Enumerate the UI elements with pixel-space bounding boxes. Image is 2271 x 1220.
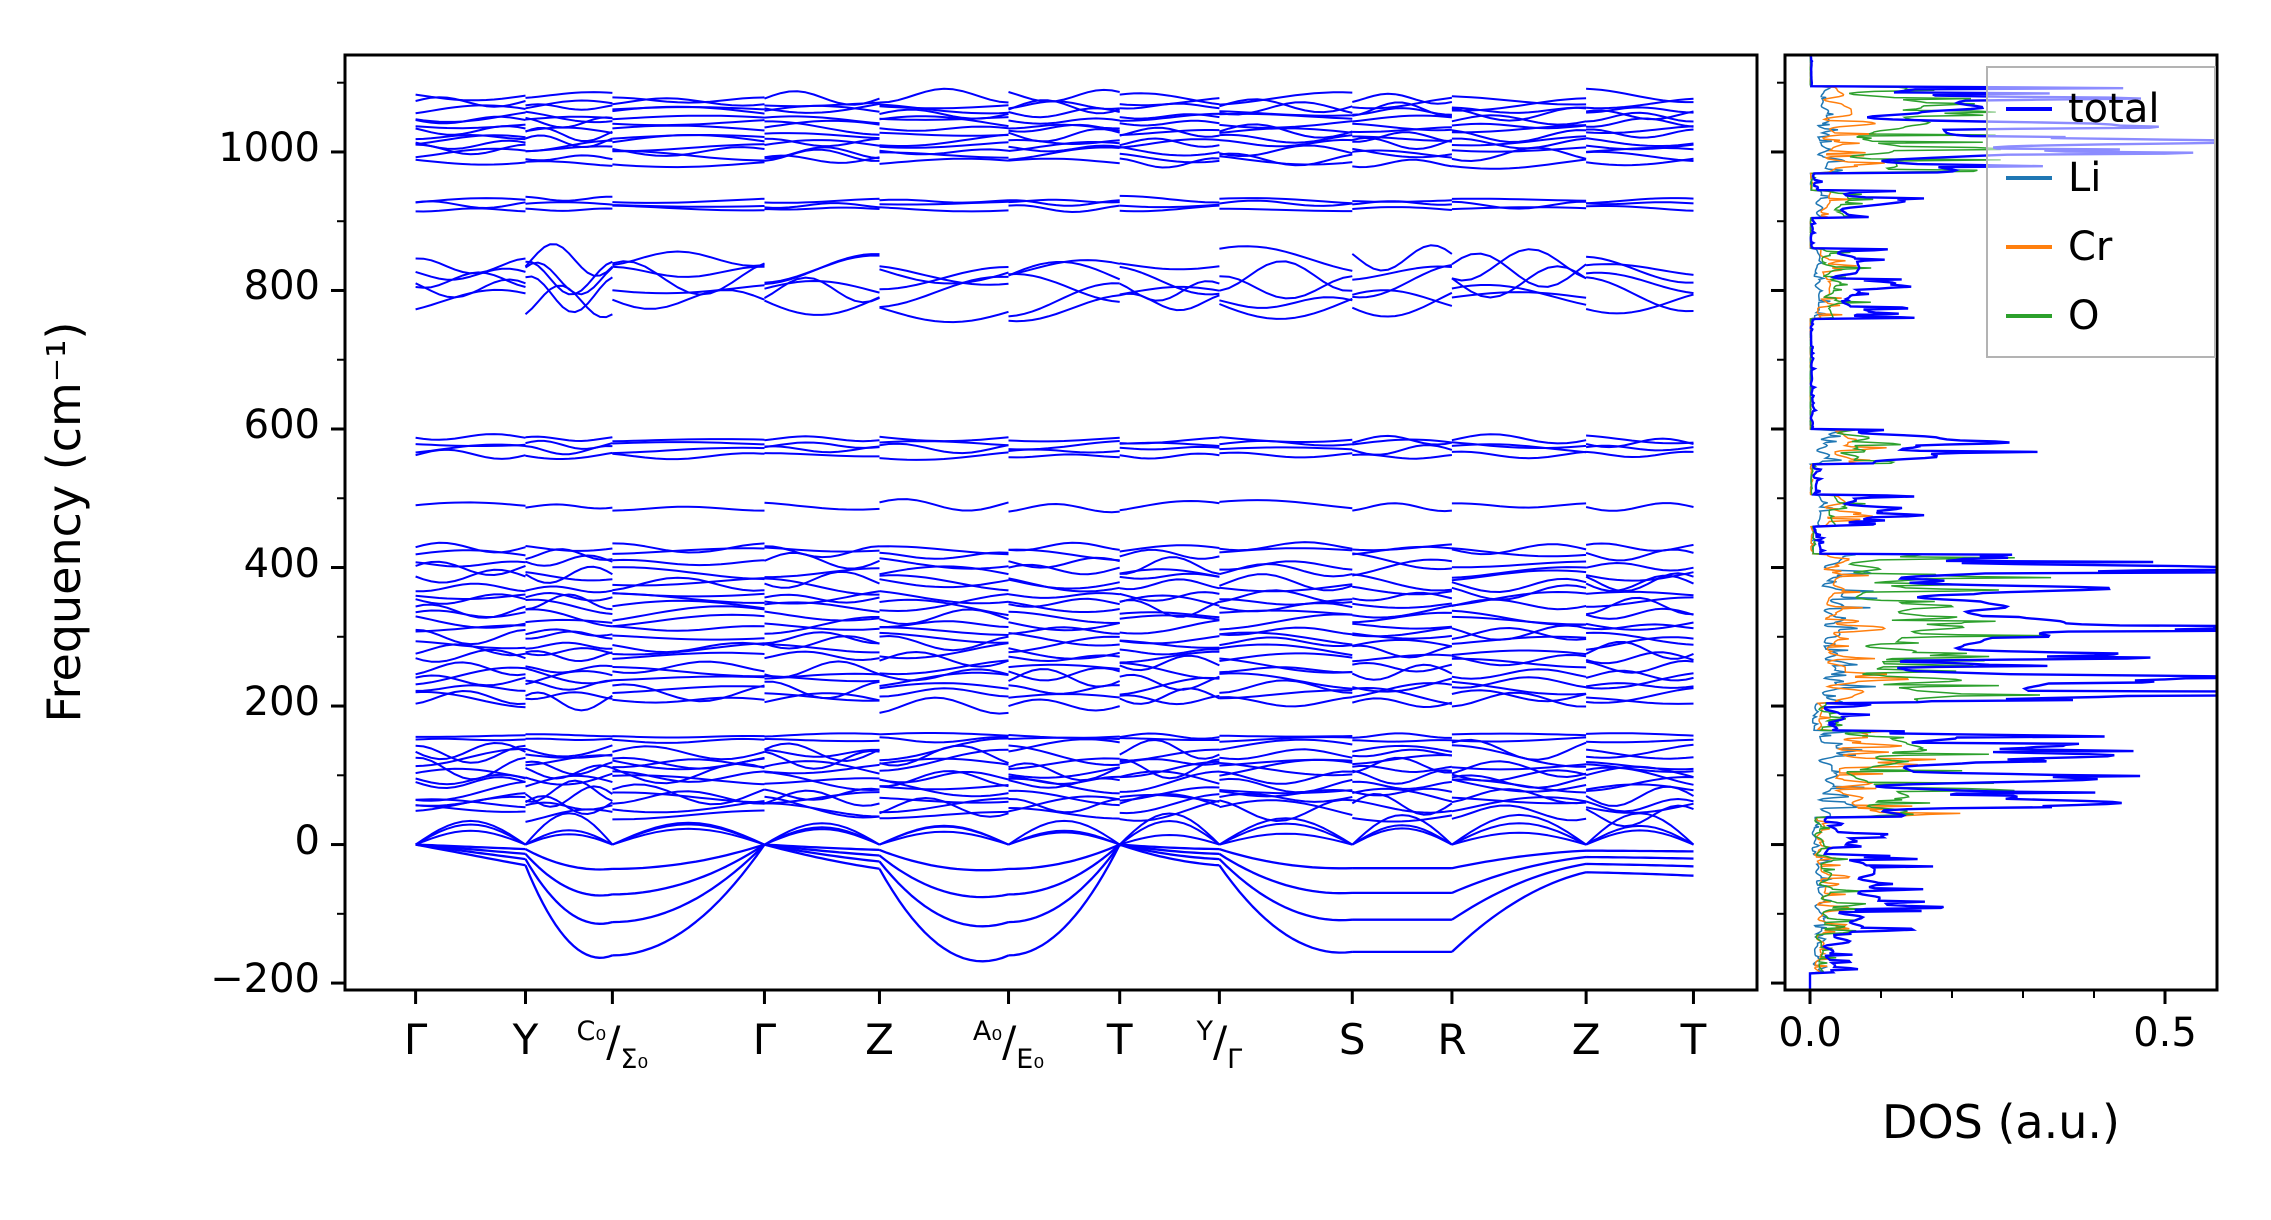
y-tick-label-400: 400 (243, 540, 320, 587)
dos-x-tick-label-0.0: 0.0 (1778, 1010, 1842, 1056)
kpoint-label-2: C₀/Σ₀ (576, 1016, 649, 1075)
legend-line-o-icon (2006, 313, 2052, 318)
axis-ticks (331, 81, 2167, 1004)
kpoint-label-9: R (1437, 1015, 1467, 1064)
y-tick-label-800: 800 (243, 263, 320, 310)
legend-label-cr: Cr (2068, 223, 2113, 270)
kpoint-label-0: Γ (403, 1015, 428, 1064)
dos-panel-frame (1783, 53, 2219, 992)
dos-curves (1808, 55, 2217, 990)
kpoint-label-1: Y (512, 1015, 539, 1064)
kpoint-label-5: A₀/E₀ (972, 1016, 1045, 1075)
legend-item-cr: Cr (2006, 224, 2214, 270)
phonon-bands (415, 87, 1695, 963)
kpoint-label-3: Γ (752, 1015, 777, 1064)
legend-label-li: Li (2068, 154, 2102, 201)
kpoint-label-6: T (1106, 1015, 1133, 1064)
dos-curve-Li (1808, 55, 1878, 990)
dos-axis-label: DOS (a.u.) (1882, 1095, 2120, 1149)
y-tick-label-200: 200 (243, 679, 320, 726)
kpoint-label-4: Z (865, 1015, 894, 1064)
legend-item-li: Li (2006, 155, 2214, 201)
legend-line-li-icon (2006, 175, 2052, 180)
dos-curve-total (1808, 55, 2217, 990)
kpoint-label-8: S (1338, 1015, 1366, 1064)
kpoint-label-10: Z (1571, 1015, 1601, 1064)
legend-label-o: O (2068, 292, 2100, 339)
y-tick-label-600: 600 (243, 402, 320, 448)
y-tick-label-1000: 1000 (218, 124, 320, 171)
kpoint-label-11: T (1680, 1015, 1707, 1064)
legend: total Li Cr O (1986, 66, 2216, 358)
legend-label-total: total (2068, 85, 2160, 132)
legend-item-o: O (2006, 293, 2214, 339)
kpoint-label-7: Y/Γ (1196, 1016, 1243, 1075)
legend-line-cr-icon (2006, 244, 2052, 249)
y-tick-label-−200: −200 (210, 956, 320, 1003)
legend-line-total-icon (2006, 106, 2052, 111)
y-tick-label-0: 0 (294, 817, 320, 864)
frequency-axis-label: Frequency (cm⁻¹) (37, 321, 91, 723)
dos-x-tick-label-0.5: 0.5 (2133, 1010, 2197, 1056)
dos-curve-Cr (1809, 55, 1961, 990)
band-panel-frame (343, 53, 1759, 992)
legend-item-total: total (2006, 86, 2214, 132)
